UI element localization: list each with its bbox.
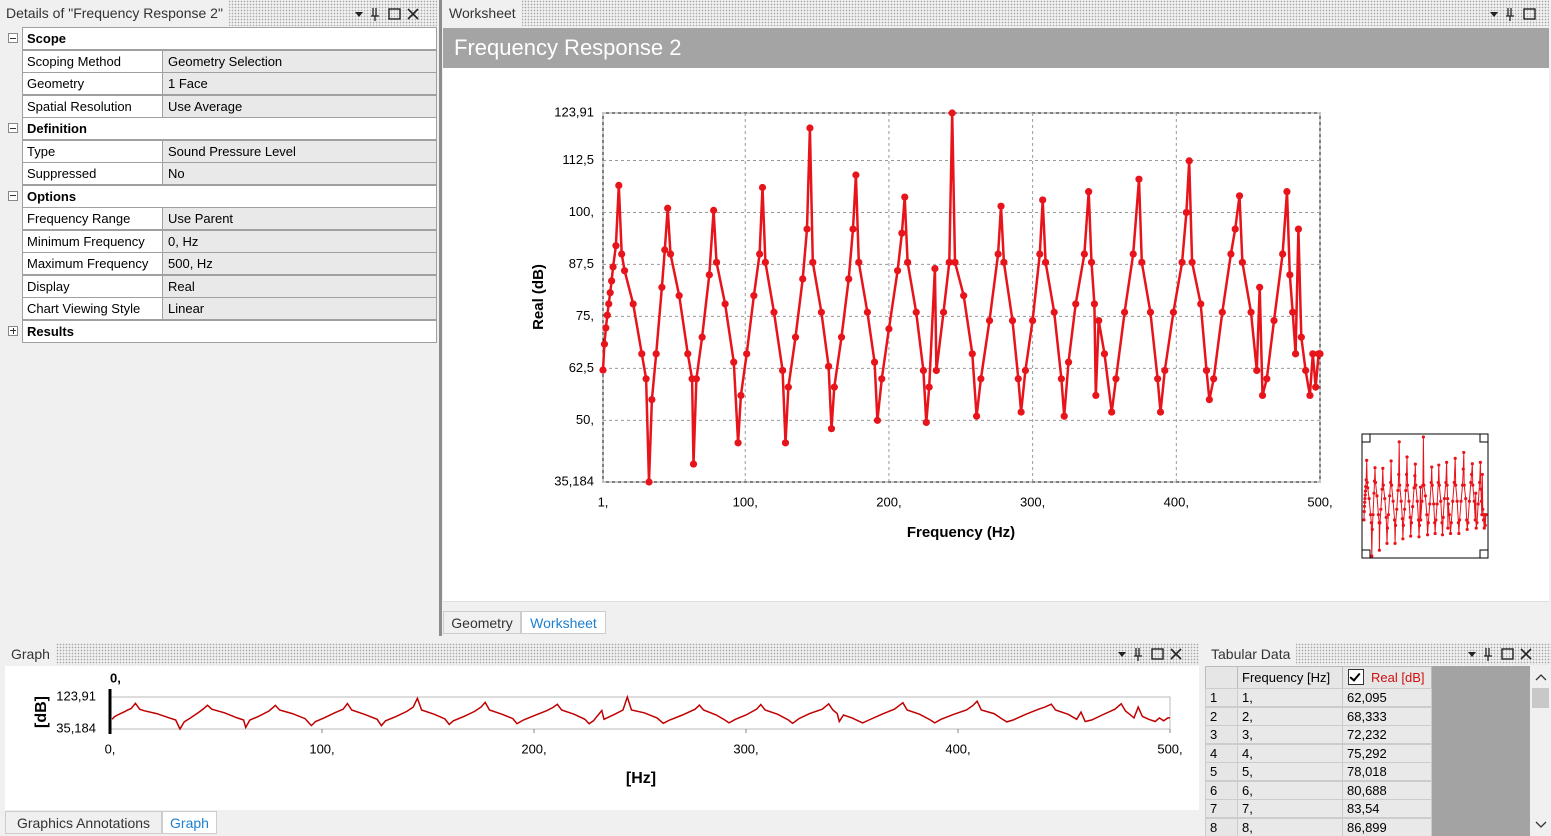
worksheet-header: Frequency Response 2 [443,28,1549,68]
worksheet-title-bar [443,0,1549,26]
cell: 72,232 [1342,725,1432,744]
column-header[interactable]: Frequency [Hz] [1237,666,1343,689]
property-value[interactable]: 1 Face [162,72,437,95]
scroll-thumb [1532,688,1549,708]
cell: 78,018 [1342,762,1432,781]
property-name[interactable]: Spatial Resolution [22,94,163,118]
tab[interactable]: Worksheet [521,611,606,634]
cell: 8, [1237,817,1343,836]
property-value[interactable]: Linear [162,297,437,320]
row-index: 8 [1205,817,1238,836]
cell: 86,899 [1342,817,1432,836]
row-index: 7 [1205,799,1238,818]
row-index: 1 [1205,688,1238,707]
graph-title: Graph [5,643,56,665]
cell: 80,688 [1342,780,1432,800]
tab[interactable]: Geometry [443,611,521,634]
checkbox[interactable] [1348,669,1364,685]
property-value[interactable]: Geometry Selection [162,49,437,73]
row-index: 6 [1205,780,1238,800]
tabular-empty [1432,666,1530,836]
toggle-minus [10,195,16,196]
graph-title-bar [5,643,1199,665]
details-title: Details of "Frequency Response 2" [0,0,229,26]
header-corner [1205,666,1238,689]
property-value[interactable]: Use Parent [162,207,437,230]
tab[interactable]: Graphics Annotations [5,811,162,834]
property-name[interactable]: Chart Viewing Style [22,297,163,320]
cell: 4, [1237,743,1343,763]
splitter [439,0,442,636]
property-name[interactable]: Display [22,274,163,298]
property-value[interactable]: Real [162,274,437,298]
property-value[interactable]: Sound Pressure Level [162,139,437,163]
worksheet-title: Worksheet [443,0,522,26]
cell: 68,333 [1342,706,1432,726]
property-name[interactable]: Scoping Method [22,49,163,73]
cell: 7, [1237,799,1343,818]
property-value[interactable]: 500, Hz [162,252,437,275]
property-value[interactable]: Use Average [162,94,437,118]
cell: 2, [1237,706,1343,726]
worksheet-canvas [443,68,1549,602]
property-value[interactable]: No [162,162,437,185]
row-index: 2 [1205,706,1238,726]
section-header[interactable]: Options [22,184,437,208]
property-value[interactable]: 0, Hz [162,229,437,253]
section-header[interactable]: Definition [22,117,437,140]
property-name[interactable]: Suppressed [22,162,163,185]
section-header[interactable]: Results [22,319,437,343]
section-header[interactable]: Scope [22,27,437,50]
cell: 62,095 [1342,688,1432,707]
property-name[interactable]: Type [22,139,163,163]
property-name[interactable]: Maximum Frequency [22,252,163,275]
scrollbar [1530,666,1551,836]
row-index: 4 [1205,743,1238,763]
cell: 5, [1237,762,1343,781]
toggle-plus [12,327,14,334]
row-index: 3 [1205,725,1238,744]
property-name[interactable]: Frequency Range [22,207,163,230]
cell: 1, [1237,688,1343,707]
cell: 75,292 [1342,743,1432,763]
row-index: 5 [1205,762,1238,781]
toggle-minus [10,127,16,129]
tab[interactable]: Graph [162,811,217,834]
property-name[interactable]: Minimum Frequency [22,229,163,253]
graph-body [5,666,1199,810]
cell: 6, [1237,780,1343,800]
property-name[interactable]: Geometry [22,72,163,95]
toggle-minus [10,37,16,39]
cell: 3, [1237,725,1343,744]
cell: 83,54 [1342,799,1432,818]
tabular-title: Tabular Data [1205,643,1297,665]
